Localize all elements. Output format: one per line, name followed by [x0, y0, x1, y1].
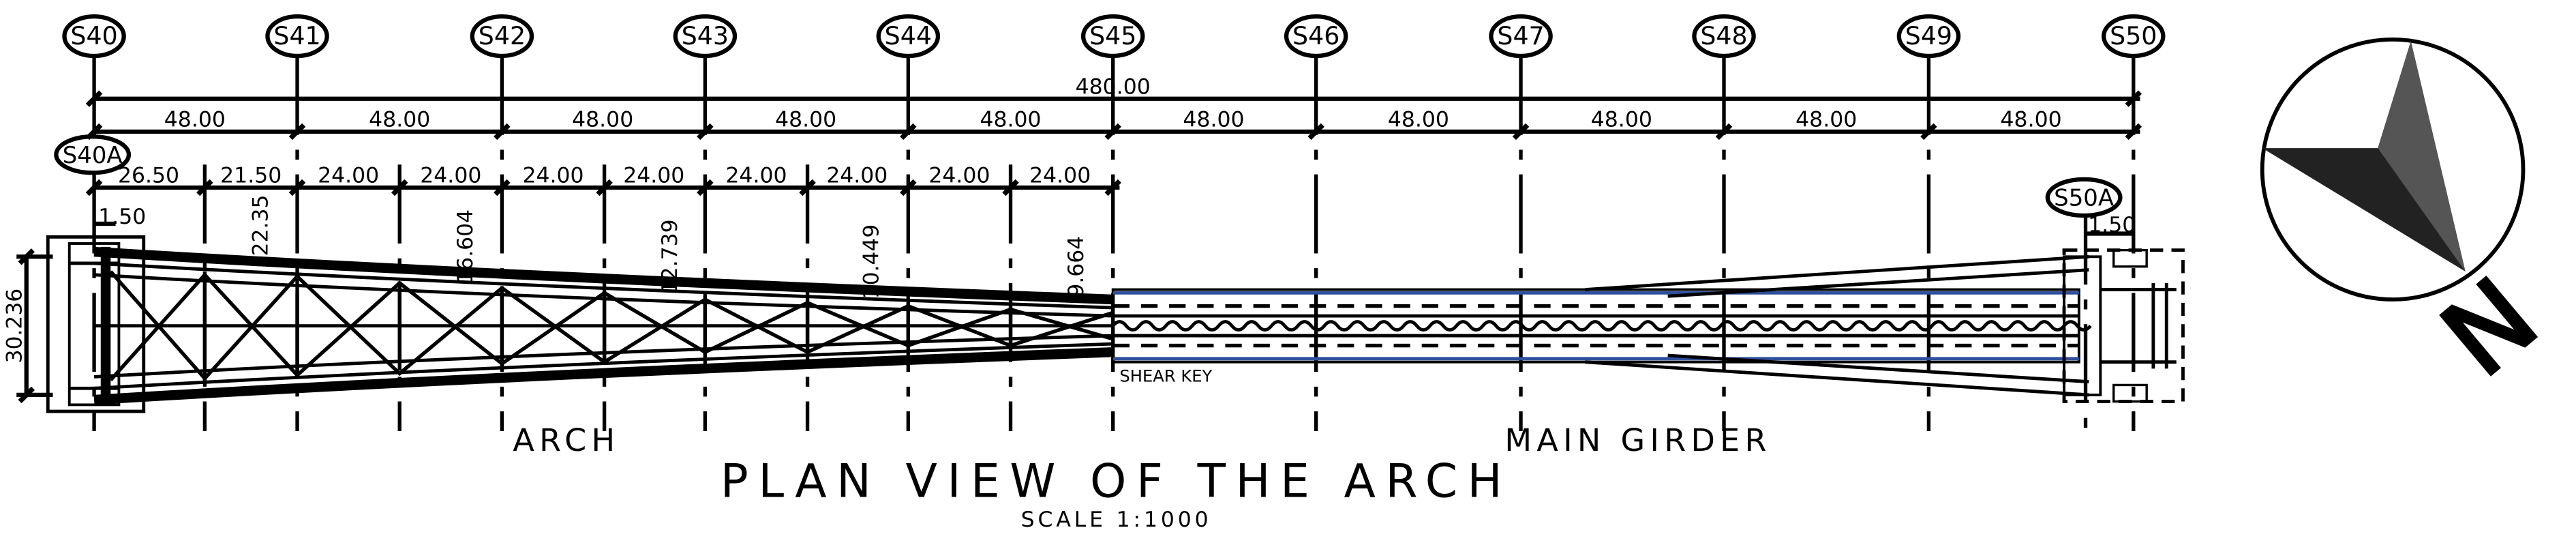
right-end-support	[2062, 248, 2185, 403]
end-offset-text: 1.50	[98, 205, 146, 229]
end-offset-text: 1.50	[2088, 213, 2136, 237]
axis-bubble-s44[interactable]: S44	[876, 14, 941, 59]
axis-label: S43	[682, 21, 729, 50]
span-dimension-text: 48.00	[1388, 108, 1449, 132]
axis-label: S45	[1089, 21, 1136, 50]
arch-spacing-text: 24.00	[725, 164, 787, 188]
axis-label: S44	[885, 21, 932, 50]
axis-label: S42	[479, 21, 526, 50]
arch-spacing-text: 24.00	[928, 164, 990, 188]
arch-spacing-text: 21.50	[220, 164, 282, 188]
axis-label: S49	[1905, 21, 1952, 50]
dimension-texts: 480.00 48.00 48.00 48.00 48.00 48.00 48.…	[2, 75, 2136, 364]
span-dimension-text: 48.00	[1795, 108, 1857, 132]
axis-bubble-s40a[interactable]: S40A	[54, 134, 132, 175]
span-dimension-text: 48.00	[369, 108, 430, 132]
deck-width-text: 30.236	[2, 289, 27, 364]
arch-spacing-text: 24.00	[318, 164, 379, 188]
axis-bubble-s50[interactable]: S50	[2102, 14, 2166, 59]
axis-label: S46	[1292, 21, 1339, 50]
main-girder	[1111, 254, 2092, 397]
drawing-scale: SCALE 1:1000	[1021, 508, 1212, 532]
span-dimension-text: 48.00	[1183, 108, 1244, 132]
axis-bubble-s48[interactable]: S48	[1692, 14, 1756, 59]
span-dimension-text: 48.00	[775, 108, 836, 132]
axis-label: S40	[70, 21, 117, 50]
sub-axis-label: S40A	[63, 142, 123, 168]
arch-spacing-text: 24.00	[522, 164, 584, 188]
overall-length-text: 480.00	[1076, 75, 1151, 100]
arch-spacing-text: 24.00	[826, 164, 888, 188]
axis-label: S47	[1497, 21, 1544, 50]
axis-label: S50	[2110, 21, 2157, 50]
axis-bubbles: S40 S41 S42 S43 S44 S45 S46 S47	[54, 14, 2166, 218]
main-girder-label: MAIN GIRDER	[1504, 422, 1771, 458]
axis-bubble-s46[interactable]: S46	[1284, 14, 1348, 59]
axis-bubble-s49[interactable]: S49	[1896, 14, 1961, 59]
axis-bubble-s47[interactable]: S47	[1489, 14, 1553, 59]
axis-bubble-s43[interactable]: S43	[673, 14, 738, 59]
span-dimension-text: 48.00	[980, 108, 1041, 132]
shear-key-label: SHEAR KEY	[1119, 367, 1212, 386]
arch-width-text: 9.664	[1064, 236, 1089, 297]
arch-spacing-text: 24.00	[623, 164, 684, 188]
arch-spacing-text: 24.00	[1029, 164, 1091, 188]
arch-structure	[93, 246, 1114, 405]
axis-bubble-s45[interactable]: S45	[1080, 14, 1145, 59]
north-arrow-icon: N	[2260, 37, 2562, 402]
arch-spacing-text: 24.00	[420, 164, 481, 188]
arch-width-text: 22.35	[248, 195, 273, 256]
dimension-lines	[16, 90, 2142, 404]
arch-label: ARCH	[513, 422, 620, 458]
axis-bubble-s42[interactable]: S42	[470, 14, 534, 59]
axis-bubble-s41[interactable]: S41	[265, 14, 329, 59]
axis-bubble-s50a[interactable]: S50A	[2045, 177, 2123, 218]
drawing-title: PLAN VIEW OF THE ARCH	[721, 454, 1512, 508]
span-dimension-text: 48.00	[164, 108, 226, 132]
axis-label: S41	[273, 21, 320, 50]
axis-bubble-s40[interactable]: S40	[62, 14, 126, 59]
span-dimension-text: 48.00	[1591, 108, 1652, 132]
sub-axis-label: S50A	[2054, 185, 2114, 211]
span-dimension-text: 48.00	[2001, 108, 2062, 132]
axis-label: S48	[1700, 21, 1747, 50]
arch-spacing-text: 26.50	[118, 164, 179, 188]
span-dimension-text: 48.00	[572, 108, 633, 132]
